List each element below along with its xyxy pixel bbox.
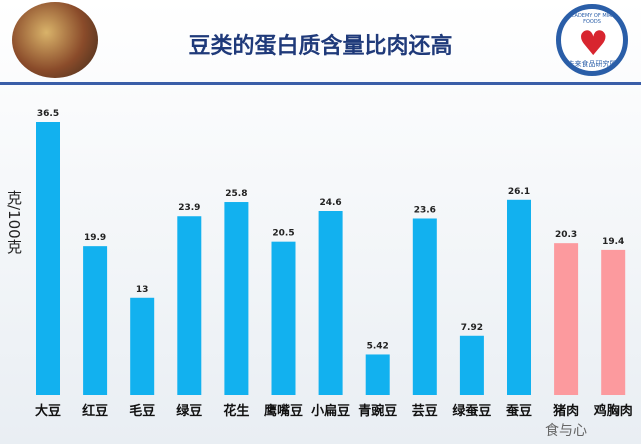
value-label: 26.1 [508, 187, 530, 197]
category-label: 青豌豆 [358, 403, 397, 419]
value-label: 24.6 [319, 198, 341, 208]
heart-icon: ♥ [578, 24, 609, 64]
value-label: 19.9 [84, 233, 106, 243]
logo-text: ACADEMY OF MIRAI FOODS [567, 13, 617, 25]
category-label: 红豆 [82, 403, 108, 419]
bar-绿蚕豆 [459, 335, 484, 395]
bar-花生 [224, 202, 249, 395]
value-label: 23.6 [414, 205, 436, 215]
category-label: 花生 [223, 403, 249, 419]
y-axis-label: 克/100克 [5, 190, 23, 254]
bar-小扁豆 [318, 211, 343, 395]
category-label: 绿豆 [176, 403, 202, 419]
bar-青豌豆 [365, 354, 390, 395]
category-label: 小扁豆 [311, 403, 350, 419]
bar-蚕豆 [507, 199, 531, 395]
value-label: 36.5 [37, 109, 59, 119]
category-label: 鹰嘴豆 [264, 403, 303, 419]
value-label: 20.5 [272, 229, 294, 239]
value-label: 20.3 [555, 230, 577, 240]
value-label: 19.4 [602, 237, 624, 247]
bar-绿豆 [177, 216, 202, 395]
value-label: 13 [136, 285, 149, 295]
category-label: 芸豆 [412, 403, 438, 419]
bar-红豆 [83, 246, 108, 395]
category-label: 蚕豆 [505, 404, 532, 419]
category-label: 猪肉 [552, 403, 579, 419]
academy-logo: ACADEMY OF MIRAI FOODS ♥ 未来食品研究所 [556, 4, 628, 76]
bar-猪肉 [554, 243, 579, 395]
bar-毛豆 [130, 297, 155, 395]
value-label: 5.42 [367, 341, 389, 351]
chart-title: 豆类的蛋白质含量比肉还高 [188, 34, 453, 59]
bar-鹰嘴豆 [271, 241, 296, 395]
value-label: 23.9 [178, 203, 200, 213]
bar-大豆 [36, 122, 60, 395]
watermark: 食与心 [545, 423, 587, 439]
beans-photo [12, 2, 98, 78]
value-label: 25.8 [225, 189, 247, 199]
bar-芸豆 [412, 218, 437, 395]
category-label: 鸡胸肉 [593, 403, 633, 419]
category-label: 毛豆 [129, 403, 155, 419]
header-divider [0, 82, 641, 85]
value-label: 7.92 [461, 323, 483, 333]
category-label: 绿蚕豆 [452, 403, 491, 419]
category-label: 大豆 [35, 403, 61, 419]
logo-cn-text: 未来食品研究所 [567, 60, 617, 68]
bar-鸡胸肉 [601, 249, 626, 395]
